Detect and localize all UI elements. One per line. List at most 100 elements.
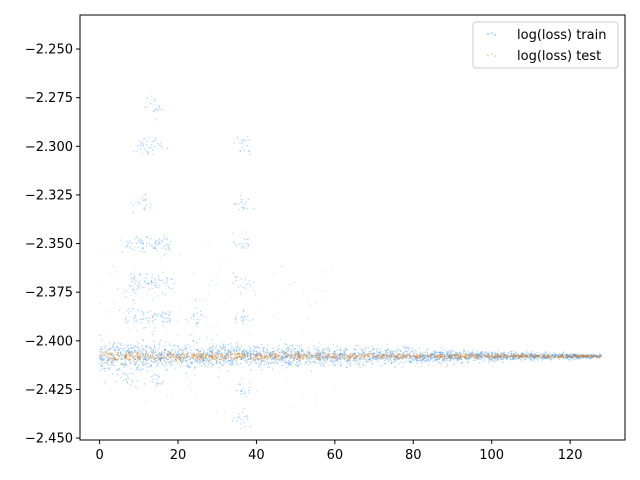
- outlier-point: [219, 268, 221, 270]
- data-point: [420, 358, 422, 360]
- data-point: [113, 358, 115, 360]
- data-point: [295, 361, 298, 364]
- data-point: [170, 350, 172, 352]
- data-point: [149, 346, 151, 349]
- data-point: [110, 352, 113, 355]
- outlier-point: [239, 150, 241, 153]
- outlier-point: [207, 294, 209, 296]
- outlier-point: [241, 246, 243, 248]
- data-point: [104, 382, 106, 384]
- data-point: [225, 358, 227, 360]
- data-point: [371, 354, 373, 356]
- data-point: [275, 359, 278, 361]
- data-point: [153, 347, 156, 349]
- outlier-point: [248, 150, 250, 152]
- outlier-point: [243, 238, 245, 240]
- outlier-point: [248, 392, 251, 394]
- outlier-point: [249, 283, 251, 285]
- data-point: [555, 353, 558, 356]
- data-point: [439, 351, 441, 353]
- outlier-point: [134, 315, 136, 317]
- data-point: [172, 359, 174, 361]
- data-point: [259, 354, 262, 356]
- outlier-point: [169, 288, 171, 290]
- outlier-point: [208, 284, 210, 286]
- data-point: [202, 362, 204, 365]
- data-point: [591, 356, 594, 359]
- outlier-point: [154, 278, 156, 281]
- data-point: [224, 349, 226, 351]
- data-point: [258, 352, 260, 354]
- outlier-point: [129, 240, 131, 242]
- outlier-point: [142, 145, 145, 147]
- data-point: [186, 351, 189, 353]
- data-point: [127, 348, 130, 350]
- data-point: [562, 357, 565, 360]
- data-point: [151, 333, 154, 336]
- data-point: [451, 357, 453, 360]
- outlier-point: [319, 342, 321, 344]
- data-point: [219, 346, 222, 348]
- data-point: [241, 350, 243, 352]
- data-point: [185, 346, 187, 349]
- data-point: [285, 366, 288, 369]
- data-point: [417, 359, 420, 361]
- data-point: [144, 349, 147, 351]
- data-point: [421, 359, 423, 362]
- outlier-point: [129, 246, 131, 248]
- legend: log(loss) train log(loss) test: [472, 21, 619, 69]
- data-point: [370, 352, 372, 355]
- outlier-point: [160, 142, 162, 144]
- data-point: [181, 359, 184, 362]
- data-point: [290, 364, 293, 366]
- outlier-point: [242, 320, 245, 322]
- data-point: [112, 373, 114, 375]
- data-point: [497, 358, 500, 360]
- outlier-point: [158, 238, 161, 240]
- data-point: [267, 356, 269, 358]
- data-point: [249, 355, 251, 358]
- data-point: [268, 355, 270, 357]
- outlier-point: [152, 378, 154, 380]
- outlier-point: [139, 273, 141, 276]
- data-point: [259, 358, 262, 360]
- outlier-point: [163, 254, 166, 256]
- outlier-point: [126, 310, 129, 312]
- outlier-point: [241, 378, 243, 380]
- data-point: [192, 339, 194, 342]
- outlier-point: [125, 378, 127, 380]
- outlier-point: [192, 330, 195, 332]
- data-point: [229, 347, 232, 350]
- data-point: [157, 354, 160, 357]
- outlier-point: [159, 108, 162, 110]
- data-point: [552, 354, 554, 357]
- data-point: [107, 367, 109, 369]
- outlier-point: [168, 244, 170, 246]
- data-point: [349, 352, 352, 355]
- data-point: [197, 362, 199, 364]
- data-point: [274, 351, 276, 353]
- data-point: [555, 356, 557, 359]
- data-point: [319, 359, 322, 361]
- data-point: [174, 350, 177, 352]
- data-point: [185, 361, 188, 363]
- data-point: [529, 353, 532, 355]
- data-point: [313, 347, 316, 349]
- data-point: [354, 353, 356, 355]
- data-point: [482, 355, 484, 358]
- outlier-point: [160, 145, 162, 147]
- data-point: [239, 348, 241, 350]
- outlier-point: [245, 247, 247, 249]
- data-point: [555, 353, 557, 356]
- data-point: [522, 358, 524, 360]
- data-point: [315, 348, 318, 351]
- data-point: [105, 352, 108, 354]
- data-point: [378, 356, 380, 359]
- data-point: [458, 353, 461, 355]
- outlier-point: [144, 383, 146, 385]
- outlier-point: [153, 284, 156, 287]
- data-point: [367, 346, 370, 349]
- data-point: [384, 362, 386, 364]
- x-tick-label: 100: [479, 448, 504, 463]
